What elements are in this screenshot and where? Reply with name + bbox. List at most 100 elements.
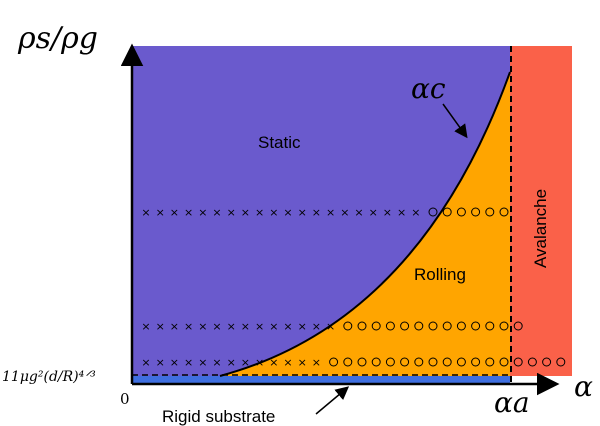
cross-marker: × — [298, 320, 307, 333]
cross-marker: × — [269, 356, 278, 369]
substrate-label-arrow — [315, 386, 350, 415]
cross-marker: × — [298, 206, 307, 219]
circle-marker — [400, 357, 410, 367]
cross-marker: × — [184, 320, 193, 333]
circle-marker — [471, 321, 481, 331]
cross-marker: × — [212, 356, 221, 369]
rigid-substrate-band — [132, 376, 510, 384]
rolling-region — [220, 72, 510, 376]
cross-marker: × — [312, 206, 321, 219]
cross-marker: × — [227, 356, 236, 369]
critical-curve — [219, 71, 511, 377]
cross-marker: × — [241, 356, 250, 369]
circle-marker — [442, 321, 452, 331]
cross-marker: × — [141, 320, 150, 333]
cross-marker: × — [369, 206, 378, 219]
cross-marker: × — [227, 206, 236, 219]
cross-marker: × — [227, 320, 236, 333]
circle-marker — [485, 207, 495, 217]
cross-marker: × — [283, 206, 292, 219]
cross-marker: × — [255, 206, 264, 219]
cross-marker: × — [156, 356, 165, 369]
cross-marker: × — [340, 206, 349, 219]
circle-marker — [414, 321, 424, 331]
circle-marker — [343, 357, 353, 367]
circle-marker — [527, 357, 537, 367]
cross-marker: × — [397, 206, 406, 219]
circle-marker — [513, 357, 523, 367]
cross-marker: × — [141, 356, 150, 369]
cross-marker: × — [326, 320, 335, 333]
cross-marker: × — [241, 206, 250, 219]
circle-marker — [485, 357, 495, 367]
circle-marker — [456, 321, 466, 331]
cross-marker: × — [298, 356, 307, 369]
cross-marker: × — [184, 206, 193, 219]
marker-row-middle: × × × × × × × × × × × × × × — [141, 320, 523, 333]
circle-marker — [385, 321, 395, 331]
alpha-a-label: αa — [494, 386, 530, 419]
circle-marker — [442, 207, 452, 217]
cross-marker: × — [269, 206, 278, 219]
cross-marker: × — [312, 320, 321, 333]
cross-marker: × — [156, 320, 165, 333]
static-label: Static — [258, 133, 301, 152]
circle-marker — [556, 357, 566, 367]
marker-row-lower: × × × × × × × × × × × × × — [141, 356, 566, 369]
curve-label-arrow — [442, 103, 468, 139]
circle-marker — [542, 357, 552, 367]
cross-marker: × — [170, 206, 179, 219]
circle-marker — [414, 357, 424, 367]
circle-marker — [485, 321, 495, 331]
cross-marker: × — [255, 320, 264, 333]
y-axis-label: ρs/ρg — [17, 21, 98, 56]
cross-marker: × — [354, 206, 363, 219]
circle-marker — [371, 357, 381, 367]
cross-marker: × — [198, 356, 207, 369]
circle-marker — [357, 357, 367, 367]
avalanche-label: Avalanche — [531, 189, 550, 268]
circle-marker — [428, 357, 438, 367]
cross-marker: × — [212, 206, 221, 219]
cross-marker: × — [269, 320, 278, 333]
circle-marker — [456, 357, 466, 367]
cross-marker: × — [212, 320, 221, 333]
cross-marker: × — [411, 206, 420, 219]
circle-marker — [428, 321, 438, 331]
rigid-substrate-label: Rigid substrate — [162, 407, 275, 426]
cross-marker: × — [170, 320, 179, 333]
cross-marker: × — [283, 356, 292, 369]
circle-marker — [428, 207, 438, 217]
origin-label: 0 — [120, 390, 130, 408]
cross-marker: × — [141, 206, 150, 219]
cross-marker: × — [156, 206, 165, 219]
cross-marker: × — [198, 206, 207, 219]
cross-marker: × — [198, 320, 207, 333]
circle-marker — [499, 207, 509, 217]
circle-marker — [456, 207, 466, 217]
circle-marker — [385, 357, 395, 367]
circle-marker — [499, 321, 509, 331]
circle-marker — [513, 321, 523, 331]
cross-marker: × — [255, 356, 264, 369]
cross-marker: × — [283, 320, 292, 333]
rolling-label: Rolling — [414, 265, 466, 284]
cross-marker: × — [170, 356, 179, 369]
marker-row-upper: × × × × × × × × × × × × × × × × × × × × — [141, 206, 509, 219]
circle-marker — [371, 321, 381, 331]
x-axis-label: α — [574, 370, 593, 403]
cross-marker: × — [184, 356, 193, 369]
circle-marker — [357, 321, 367, 331]
circle-marker — [442, 357, 452, 367]
threshold-label: 11μg²(d/R)⁴ᐟ³ — [2, 369, 96, 385]
avalanche-region — [510, 46, 572, 376]
cross-marker: × — [326, 206, 335, 219]
circle-marker — [329, 357, 339, 367]
circle-marker — [400, 321, 410, 331]
circle-marker — [499, 357, 509, 367]
circle-marker — [471, 357, 481, 367]
curve-label: αc — [411, 72, 446, 105]
circle-marker — [471, 207, 481, 217]
circle-marker — [343, 321, 353, 331]
